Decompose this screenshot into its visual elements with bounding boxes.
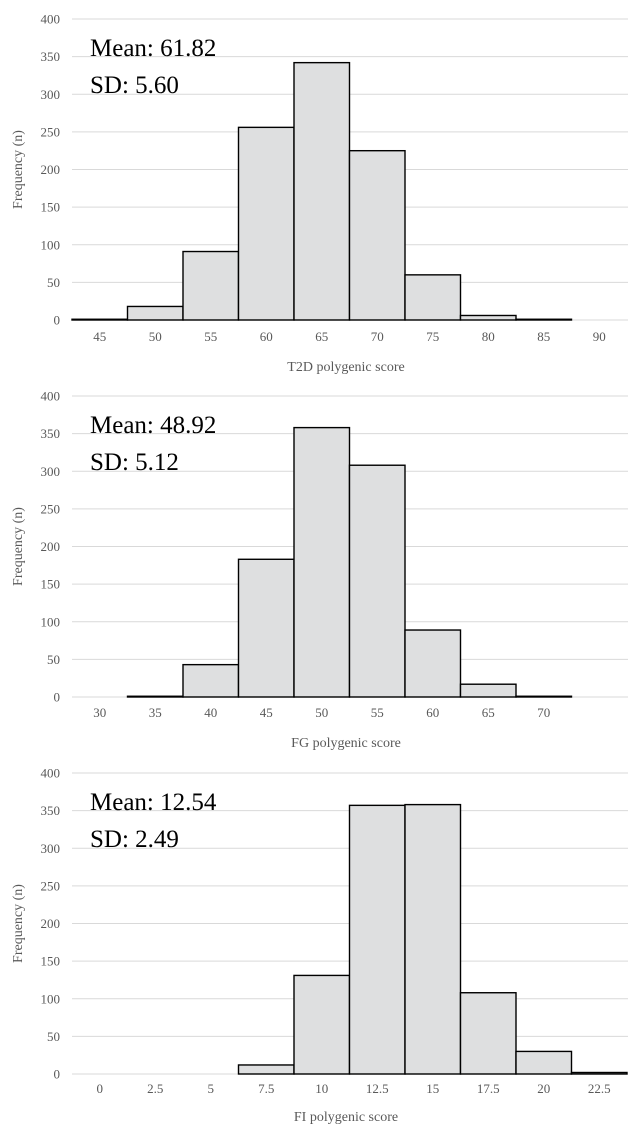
- histogram-bar: [515, 1050, 573, 1075]
- histogram-bar: [293, 974, 351, 1075]
- x-tick-label: 70: [371, 329, 384, 344]
- x-tick-label: 40: [204, 705, 217, 720]
- x-tick-label: 45: [260, 705, 273, 720]
- x-tick-label: 60: [260, 329, 273, 344]
- y-tick-label: 350: [41, 803, 61, 818]
- x-tick-label: 75: [426, 329, 439, 344]
- y-tick-label: 350: [41, 49, 61, 64]
- y-axis-title: Frequency (n): [11, 507, 26, 586]
- histogram-bar: [459, 992, 517, 1075]
- y-tick-label: 50: [47, 275, 60, 290]
- y-tick-label: 250: [41, 124, 61, 139]
- x-tick-label: 55: [204, 329, 217, 344]
- y-tick-label: 400: [41, 766, 61, 781]
- histogram-bar: [348, 149, 406, 321]
- x-tick-label: 50: [315, 705, 328, 720]
- y-tick-label: 100: [41, 237, 61, 252]
- y-tick-label: 50: [47, 652, 60, 667]
- y-tick-label: 200: [41, 539, 61, 554]
- mean-annotation: Mean: 12.54: [90, 789, 217, 816]
- x-axis-title: T2D polygenic score: [287, 360, 404, 375]
- x-tick-label: 2.5: [147, 1081, 163, 1096]
- y-tick-label: 250: [41, 878, 61, 893]
- y-tick-label: 250: [41, 501, 61, 516]
- histogram-bar: [404, 803, 462, 1075]
- y-tick-label: 300: [41, 87, 61, 102]
- y-tick-label: 400: [41, 389, 61, 404]
- x-tick-label: 90: [593, 329, 606, 344]
- histogram-bar: [515, 695, 573, 698]
- y-tick-label: 200: [41, 916, 61, 931]
- chart-panel-1: 0 50 100 150 200 250 300 350 400 45 50 55 60 65 70 75 80…: [11, 12, 628, 375]
- y-tick-label: 150: [41, 954, 61, 969]
- y-axis-title: Frequency (n): [11, 130, 26, 209]
- x-tick-label: 85: [537, 329, 550, 344]
- histogram-bar: [126, 305, 184, 321]
- x-tick-label: 35: [149, 705, 162, 720]
- x-tick-label: 22.5: [588, 1081, 611, 1096]
- histogram-bar: [182, 663, 240, 698]
- histogram-bar: [293, 61, 351, 321]
- sd-annotation: SD: 5.60: [90, 72, 179, 99]
- y-tick-label: 0: [54, 313, 61, 328]
- y-tick-label: 200: [41, 162, 61, 177]
- histogram-bar: [237, 126, 295, 321]
- x-tick-label: 20: [537, 1081, 550, 1096]
- x-tick-label: 7.5: [258, 1081, 274, 1096]
- histogram-bar: [182, 250, 240, 321]
- sd-annotation: SD: 5.12: [90, 449, 179, 476]
- chart-panel-2: 0 50 100 150 200 250 300 350 400 30 35 40 45 50 55 60 65…: [11, 389, 628, 751]
- histogram-bar: [237, 1064, 295, 1075]
- histogram-bar: [515, 318, 573, 321]
- x-axis-title: FG polygenic score: [291, 736, 401, 751]
- y-tick-label: 350: [41, 426, 61, 441]
- histogram-bar: [459, 683, 517, 698]
- histogram-bar: [71, 318, 129, 321]
- x-axis-title: FI polygenic score: [294, 1110, 398, 1125]
- histogram-bar: [348, 464, 406, 698]
- y-tick-label: 300: [41, 464, 61, 479]
- y-axis-title: Frequency (n): [11, 884, 26, 963]
- histogram-bar: [404, 629, 462, 698]
- histogram-bar: [348, 804, 406, 1075]
- x-tick-label: 0: [97, 1081, 104, 1096]
- x-tick-label: 15: [426, 1081, 439, 1096]
- y-tick-label: 50: [47, 1029, 60, 1044]
- x-tick-label: 65: [482, 705, 495, 720]
- histogram-bar: [459, 314, 517, 321]
- mean-annotation: Mean: 61.82: [90, 35, 216, 62]
- histogram-bar: [404, 274, 462, 321]
- y-tick-label: 0: [54, 690, 61, 705]
- mean-annotation: Mean: 48.92: [90, 412, 216, 439]
- y-tick-label: 150: [41, 200, 61, 215]
- histogram-bar: [237, 558, 295, 698]
- chart-panel-3: 0 50 100 150 200 250 300 350 400 0 2.5 5 7.5 10 12.5 15…: [11, 766, 628, 1125]
- y-tick-label: 400: [41, 12, 61, 27]
- y-tick-label: 0: [54, 1067, 61, 1082]
- x-tick-label: 60: [426, 705, 439, 720]
- y-tick-label: 100: [41, 614, 61, 629]
- x-tick-label: 65: [315, 329, 328, 344]
- histogram-bar: [570, 1071, 628, 1075]
- x-tick-label: 17.5: [477, 1081, 500, 1096]
- x-tick-label: 30: [93, 705, 106, 720]
- x-tick-label: 55: [371, 705, 384, 720]
- y-tick-label: 150: [41, 577, 61, 592]
- x-tick-label: 12.5: [366, 1081, 389, 1096]
- y-tick-label: 300: [41, 841, 61, 856]
- x-tick-label: 70: [537, 705, 550, 720]
- x-tick-label: 45: [93, 329, 106, 344]
- y-tick-label: 100: [41, 991, 61, 1006]
- histogram-bar: [126, 695, 184, 698]
- x-tick-label: 5: [208, 1081, 215, 1096]
- sd-annotation: SD: 2.49: [90, 826, 179, 853]
- x-tick-label: 80: [482, 329, 495, 344]
- x-tick-label: 10: [315, 1081, 328, 1096]
- x-tick-label: 50: [149, 329, 162, 344]
- histogram-bar: [293, 426, 351, 698]
